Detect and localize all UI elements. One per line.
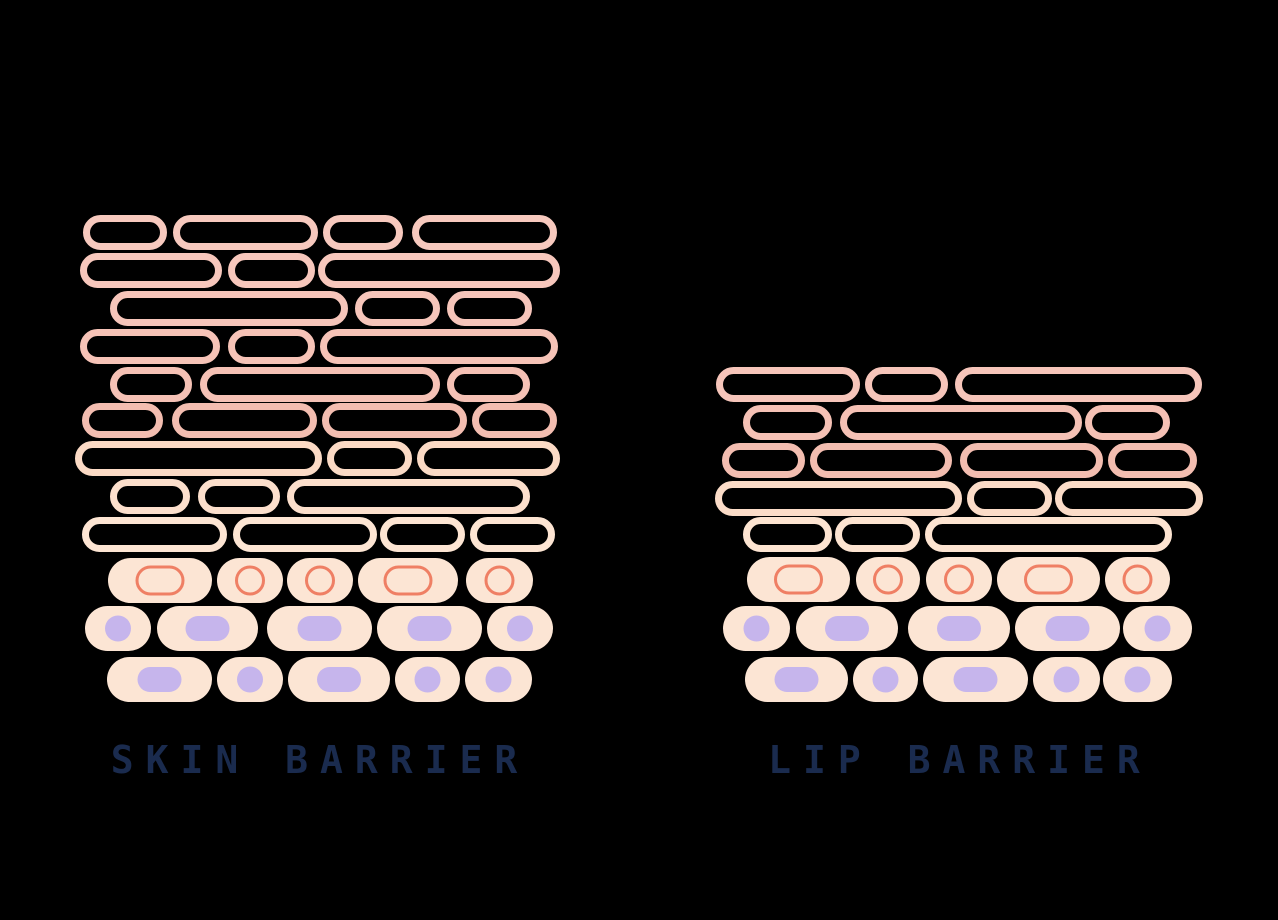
corneocyte-pill bbox=[173, 215, 318, 250]
corneocyte-pill bbox=[865, 367, 948, 402]
nucleus-outline bbox=[1122, 564, 1153, 595]
cell-body bbox=[217, 558, 283, 603]
lip-barrier-illustration bbox=[715, 367, 1203, 702]
corneocyte-pill bbox=[1085, 405, 1170, 440]
corneocyte-pill bbox=[1108, 443, 1197, 478]
corneocyte-pill bbox=[472, 403, 557, 438]
cell-body bbox=[358, 558, 458, 603]
corneocyte-pill bbox=[840, 405, 1082, 440]
nucleus bbox=[937, 616, 981, 641]
corneocyte-pill bbox=[470, 517, 555, 552]
corneocyte-pill bbox=[715, 481, 962, 516]
corneocyte-pill bbox=[82, 403, 163, 438]
corneocyte-pill bbox=[447, 291, 532, 326]
nucleus bbox=[774, 667, 819, 692]
cell-body bbox=[466, 558, 533, 603]
nucleus bbox=[317, 667, 361, 692]
corneocyte-pill bbox=[322, 403, 467, 438]
corneocyte-pill bbox=[320, 329, 558, 364]
corneocyte-pill bbox=[110, 291, 348, 326]
nucleus bbox=[825, 616, 869, 641]
corneocyte-pill bbox=[75, 441, 322, 476]
nucleus-outline bbox=[1024, 564, 1073, 595]
nucleus bbox=[414, 666, 441, 693]
nucleus bbox=[1144, 615, 1171, 642]
corneocyte-pill bbox=[82, 517, 227, 552]
nucleus-outline bbox=[873, 564, 903, 595]
cell-body bbox=[287, 558, 353, 603]
nucleus-outline bbox=[484, 565, 515, 596]
skin-barrier-illustration bbox=[75, 215, 560, 702]
nucleus bbox=[297, 616, 342, 641]
cell-body bbox=[1105, 557, 1170, 602]
corneocyte-pill bbox=[355, 291, 440, 326]
nucleus bbox=[185, 616, 230, 641]
corneocyte-pill bbox=[810, 443, 952, 478]
nucleus-outline bbox=[135, 565, 185, 596]
cell-body bbox=[747, 557, 850, 602]
cell-body bbox=[997, 557, 1100, 602]
nucleus bbox=[872, 666, 899, 693]
corneocyte-pill bbox=[925, 517, 1172, 552]
nucleus bbox=[507, 615, 533, 642]
cell-body bbox=[926, 557, 992, 602]
nucleus bbox=[137, 667, 182, 692]
corneocyte-pill bbox=[417, 441, 560, 476]
corneocyte-pill bbox=[447, 367, 530, 402]
corneocyte-pill bbox=[83, 215, 167, 250]
corneocyte-pill bbox=[960, 443, 1103, 478]
nucleus-outline bbox=[383, 565, 433, 596]
corneocyte-pill bbox=[80, 329, 220, 364]
cell-body bbox=[856, 557, 920, 602]
corneocyte-pill bbox=[835, 517, 920, 552]
corneocyte-pill bbox=[200, 367, 440, 402]
corneocyte-pill bbox=[743, 517, 832, 552]
lip-barrier-label: LIP BARRIER bbox=[768, 738, 1152, 782]
nucleus bbox=[1124, 666, 1151, 693]
corneocyte-pill bbox=[955, 367, 1202, 402]
nucleus bbox=[237, 666, 263, 693]
corneocyte-pill bbox=[228, 253, 315, 288]
nucleus bbox=[953, 667, 998, 692]
corneocyte-pill bbox=[327, 441, 412, 476]
corneocyte-pill bbox=[110, 367, 192, 402]
corneocyte-pill bbox=[380, 517, 465, 552]
nucleus bbox=[743, 615, 770, 642]
corneocyte-pill bbox=[318, 253, 560, 288]
corneocyte-pill bbox=[228, 329, 315, 364]
corneocyte-pill bbox=[233, 517, 377, 552]
nucleus bbox=[1045, 616, 1090, 641]
corneocyte-pill bbox=[198, 479, 280, 514]
nucleus-outline bbox=[235, 565, 265, 596]
nucleus bbox=[485, 666, 512, 693]
corneocyte-pill bbox=[1055, 481, 1203, 516]
corneocyte-pill bbox=[172, 403, 317, 438]
nucleus bbox=[407, 616, 452, 641]
nucleus-outline bbox=[774, 564, 823, 595]
corneocyte-pill bbox=[412, 215, 557, 250]
nucleus-outline bbox=[944, 564, 974, 595]
corneocyte-pill bbox=[287, 479, 530, 514]
corneocyte-pill bbox=[110, 479, 190, 514]
corneocyte-pill bbox=[323, 215, 403, 250]
corneocyte-pill bbox=[716, 367, 860, 402]
corneocyte-pill bbox=[743, 405, 832, 440]
cell-body bbox=[108, 558, 212, 603]
skin-barrier-label: SKIN BARRIER bbox=[111, 738, 530, 782]
corneocyte-pill bbox=[967, 481, 1052, 516]
corneocyte-pill bbox=[722, 443, 805, 478]
nucleus bbox=[105, 615, 131, 642]
nucleus bbox=[1053, 666, 1080, 693]
nucleus-outline bbox=[305, 565, 335, 596]
corneocyte-pill bbox=[80, 253, 222, 288]
